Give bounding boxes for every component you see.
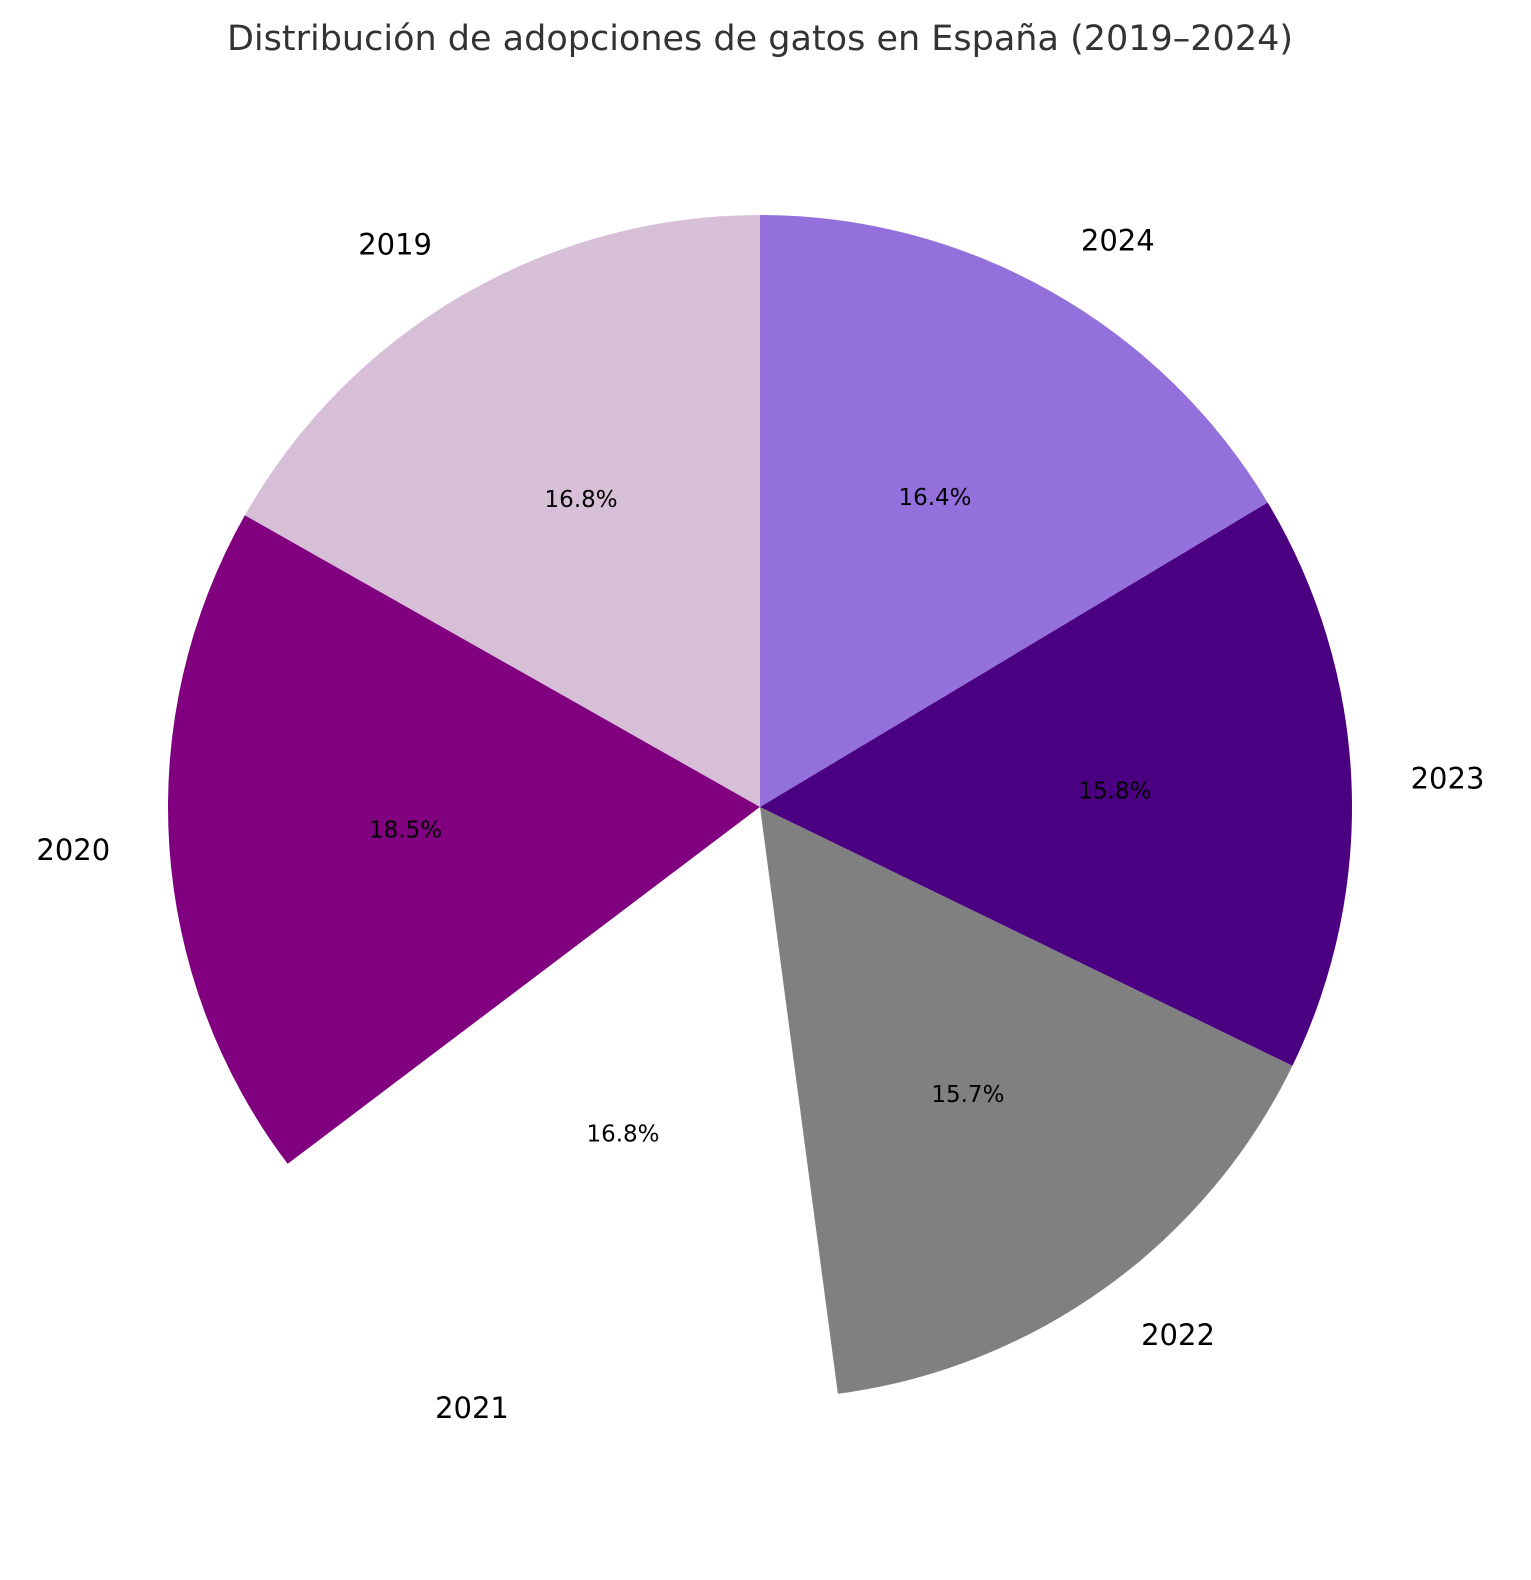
category-label-2021: 2021: [435, 1391, 509, 1425]
pie-slice-2020: [168, 515, 760, 1164]
percent-label-2024: 16.4%: [898, 485, 971, 511]
pie-slice-2024: [760, 215, 1268, 807]
category-labels: 2019 2020 2021 2022 2023 2024: [36, 223, 1484, 1425]
percent-label-2019: 16.8%: [545, 487, 618, 513]
category-label-2019: 2019: [358, 227, 432, 261]
pie-slices: [168, 215, 1353, 1399]
percent-label-2020: 18.5%: [369, 817, 442, 843]
pie-slice-2023: [760, 502, 1353, 1066]
percent-label-2021: 16.8%: [586, 1122, 659, 1148]
pie-slice-2021: [287, 807, 838, 1399]
category-label-2024: 2024: [1081, 223, 1155, 257]
category-label-2022: 2022: [1141, 1318, 1215, 1352]
pie-slice-2022: [760, 807, 1293, 1394]
percent-label-2022: 15.7%: [931, 1082, 1004, 1108]
category-label-2023: 2023: [1411, 761, 1485, 795]
pie-slice-2019: [244, 215, 761, 807]
percent-label-2023: 15.8%: [1078, 778, 1151, 804]
percent-labels: 16.8% 18.5% 16.8% 15.7% 15.8% 16.4%: [369, 485, 1151, 1148]
chart-title: Distribución de adopciones de gatos en E…: [227, 19, 1293, 59]
category-label-2020: 2020: [36, 833, 110, 867]
